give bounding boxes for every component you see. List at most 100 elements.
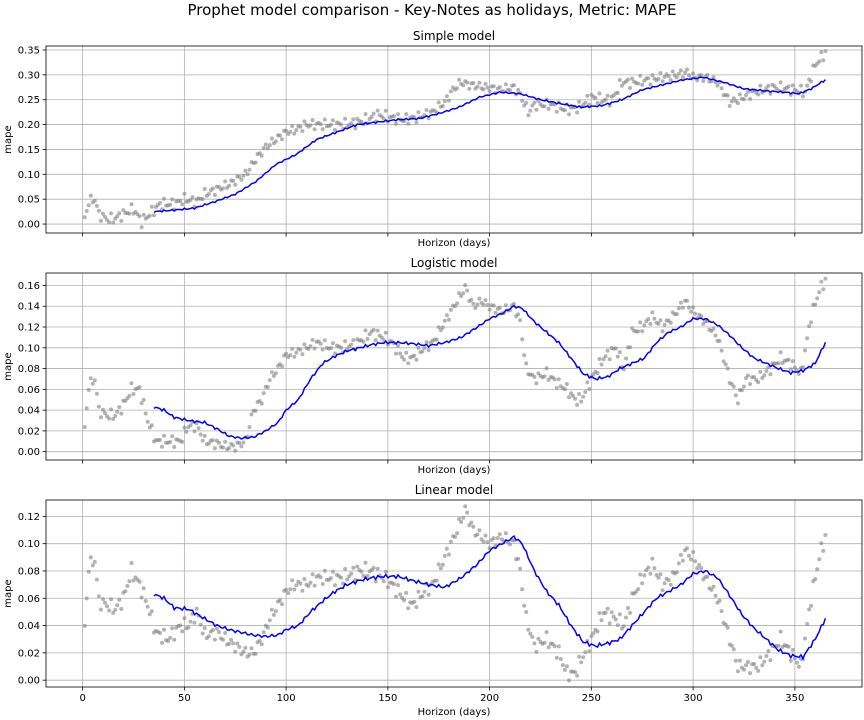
data-point — [495, 536, 500, 540]
data-point — [524, 100, 529, 105]
data-point — [404, 590, 409, 595]
data-point — [278, 133, 282, 138]
y-tick-label: 0.10 — [18, 170, 40, 181]
data-point — [339, 122, 344, 127]
data-point — [318, 341, 323, 346]
data-point — [442, 99, 447, 104]
data-point — [259, 642, 264, 647]
data-point — [223, 439, 228, 444]
data-point — [444, 94, 449, 99]
data-point — [253, 408, 258, 413]
data-point — [735, 101, 740, 106]
data-point — [115, 409, 120, 414]
data-point — [182, 191, 187, 196]
data-point — [111, 610, 116, 615]
data-point — [371, 111, 376, 116]
data-point — [748, 671, 753, 676]
data-point — [300, 352, 305, 357]
y-tick-label: 0.06 — [18, 594, 40, 605]
data-point — [158, 438, 162, 442]
data-point — [284, 587, 289, 592]
data-point — [713, 333, 718, 338]
y-tick-label: 0.12 — [18, 512, 40, 523]
data-point — [695, 566, 700, 571]
data-point — [196, 426, 201, 431]
data-point — [394, 594, 398, 599]
data-point — [92, 198, 97, 203]
data-point — [265, 385, 270, 389]
data-point — [803, 348, 807, 353]
data-point — [198, 622, 203, 627]
data-point — [143, 599, 148, 603]
data-point — [202, 626, 207, 630]
data-point — [284, 351, 289, 356]
data-point — [725, 625, 730, 630]
data-point — [487, 89, 492, 94]
data-point — [243, 168, 248, 173]
x-axis-label: Horizon (days) — [418, 238, 491, 249]
data-point — [318, 575, 323, 580]
data-point — [542, 640, 547, 645]
data-point — [599, 362, 604, 367]
data-point — [819, 279, 824, 284]
data-point — [457, 517, 462, 521]
data-point — [691, 305, 696, 310]
data-point — [666, 74, 671, 79]
data-point — [129, 561, 134, 565]
y-tick-label: 0.05 — [18, 195, 40, 206]
data-point — [137, 214, 142, 219]
data-point — [477, 296, 482, 301]
data-point — [735, 669, 740, 674]
data-point — [402, 598, 407, 603]
y-tick-label: 0.00 — [18, 220, 40, 231]
data-point — [742, 667, 746, 672]
plot-area — [45, 499, 863, 688]
data-point — [373, 579, 378, 584]
y-tick-label: 0.10 — [18, 539, 40, 550]
data-point — [621, 624, 626, 629]
data-point — [605, 93, 610, 98]
data-point — [558, 657, 563, 661]
data-point — [127, 211, 132, 216]
data-point — [786, 84, 791, 89]
data-point — [86, 388, 91, 392]
data-point — [471, 301, 476, 306]
data-point — [300, 588, 305, 593]
data-point — [333, 128, 337, 132]
data-point — [465, 510, 470, 515]
data-point — [117, 405, 122, 410]
data-point — [680, 558, 685, 563]
data-point — [581, 394, 586, 399]
data-point — [298, 124, 303, 129]
data-point — [674, 570, 679, 575]
data-point — [188, 619, 193, 624]
data-point — [294, 128, 299, 133]
data-point — [697, 562, 702, 567]
data-point — [731, 647, 736, 652]
data-point — [351, 338, 356, 343]
data-point — [640, 329, 645, 334]
data-point — [636, 329, 641, 334]
data-point — [796, 664, 801, 669]
data-point — [803, 636, 807, 641]
data-point — [194, 606, 199, 611]
data-point — [737, 92, 742, 97]
data-point — [699, 566, 704, 571]
data-point — [546, 106, 551, 111]
data-point — [149, 609, 154, 614]
data-point — [308, 123, 313, 128]
data-point — [249, 646, 254, 651]
data-point — [746, 373, 750, 378]
data-point — [406, 606, 411, 611]
data-point — [436, 562, 441, 567]
data-point — [719, 348, 724, 353]
data-point — [717, 338, 722, 343]
data-point — [180, 629, 185, 634]
data-point — [292, 354, 297, 359]
data-point — [210, 186, 215, 191]
data-point — [611, 614, 616, 619]
data-point — [290, 346, 295, 351]
data-point — [86, 203, 91, 208]
scatter-series — [82, 276, 828, 453]
data-point — [310, 572, 315, 577]
